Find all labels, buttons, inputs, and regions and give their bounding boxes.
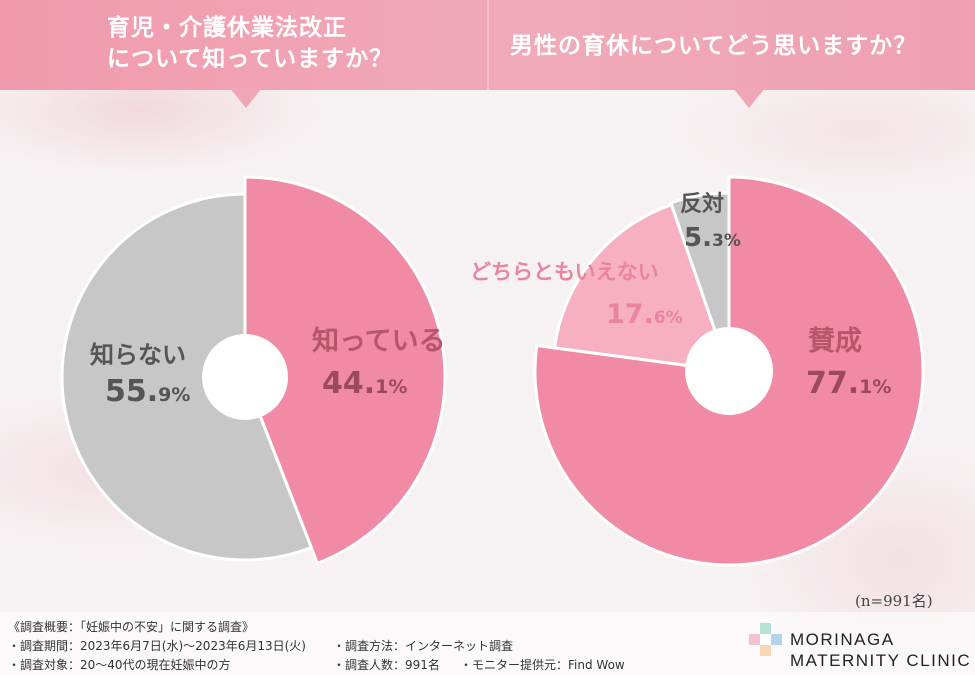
question2-line: 男性の育休についてどう思いますか？: [510, 33, 918, 59]
label-neutral: どちらともいえない: [470, 260, 659, 284]
value-unknown-pct: %: [171, 384, 190, 406]
header-divider: [487, 0, 489, 90]
pie-chart-opinion: [533, 175, 925, 567]
survey-target: ・調査対象：20〜40代の現在妊娠中の方: [8, 658, 231, 672]
survey-overview: 《調査概要：「妊娠中の不安」に関する調査》: [8, 620, 255, 634]
question1-pointer: [230, 88, 262, 108]
value-neutral-pct: %: [666, 308, 683, 328]
value-agree: 77.1%: [806, 366, 891, 401]
label-agree: 賛成: [808, 326, 862, 357]
value-oppose-pct: %: [724, 231, 741, 251]
value-neutral: 17.6%: [606, 299, 683, 330]
value-known-dec: 1: [375, 376, 388, 398]
donut-hole-2: [685, 327, 773, 415]
value-neutral-int: 17.: [606, 299, 654, 330]
question1-title: 育児・介護休業法改正 について知っていますか？: [107, 13, 393, 75]
pie-chart-knowledge: [60, 175, 447, 566]
value-oppose-dec: 3: [712, 231, 724, 251]
value-unknown: 55.9%: [105, 374, 190, 409]
slice-known: [243, 175, 447, 566]
value-agree-dec: 1: [859, 376, 872, 398]
slice-oppose: [668, 191, 731, 372]
slice-unknown: [60, 192, 314, 562]
donut-hole-1: [202, 334, 288, 420]
value-unknown-dec: 9: [158, 384, 171, 406]
slice-agree: [533, 175, 925, 567]
value-oppose-int: 5.: [684, 223, 712, 253]
value-known-pct: %: [388, 376, 407, 398]
value-agree-pct: %: [872, 376, 891, 398]
survey-method: ・調査方法：インターネット調査: [333, 639, 514, 653]
question2-title: 男性の育休についてどう思いますか？: [510, 31, 917, 62]
label-oppose: 反対: [680, 192, 724, 217]
value-known-int: 44.: [322, 366, 375, 401]
sample-size: (n=991名): [855, 592, 933, 610]
value-unknown-int: 55.: [105, 374, 158, 409]
survey-count: ・調査人数：991名: [333, 658, 440, 672]
value-known: 44.1%: [322, 366, 407, 401]
survey-period: ・調査期間：2023年6月7日(水)〜2023年6月13日(火): [8, 639, 306, 653]
survey-provider: ・モニター提供元：Find Wow: [460, 658, 625, 672]
question1-line1: 育児・介護休業法改正: [107, 15, 347, 41]
header-banner: [0, 0, 975, 90]
label-unknown: 知らない: [90, 341, 186, 369]
question1-line2: について知っていますか？: [107, 46, 394, 72]
question2-pointer: [733, 88, 765, 108]
footer-panel: [0, 612, 975, 675]
value-agree-int: 77.: [806, 366, 859, 401]
value-neutral-dec: 6: [654, 308, 666, 328]
logo-text-line1: MORINAGA: [790, 630, 895, 649]
label-known: 知っている: [312, 326, 446, 357]
logo-text-line2: MATERNITY CLINIC: [790, 651, 972, 670]
value-oppose: 5.3%: [684, 223, 741, 253]
